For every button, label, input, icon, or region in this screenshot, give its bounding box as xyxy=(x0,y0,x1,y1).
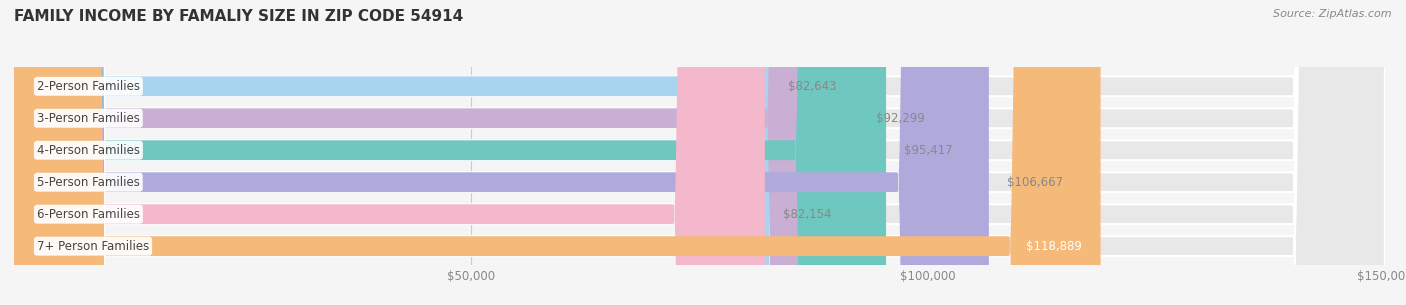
FancyBboxPatch shape xyxy=(14,0,886,305)
Text: 6-Person Families: 6-Person Families xyxy=(37,208,141,221)
FancyBboxPatch shape xyxy=(14,0,988,305)
Text: Source: ZipAtlas.com: Source: ZipAtlas.com xyxy=(1274,9,1392,19)
FancyBboxPatch shape xyxy=(14,0,769,305)
FancyBboxPatch shape xyxy=(14,0,1385,305)
Text: $118,889: $118,889 xyxy=(1026,240,1083,253)
FancyBboxPatch shape xyxy=(14,0,1101,305)
Text: 3-Person Families: 3-Person Families xyxy=(37,112,139,125)
Text: 7+ Person Families: 7+ Person Families xyxy=(37,240,149,253)
FancyBboxPatch shape xyxy=(14,0,1385,305)
Text: 2-Person Families: 2-Person Families xyxy=(37,80,141,93)
Text: $92,299: $92,299 xyxy=(876,112,925,125)
Text: $95,417: $95,417 xyxy=(904,144,953,157)
Text: 5-Person Families: 5-Person Families xyxy=(37,176,139,189)
FancyBboxPatch shape xyxy=(14,0,1385,305)
FancyBboxPatch shape xyxy=(14,0,1385,305)
Text: $106,667: $106,667 xyxy=(1007,176,1063,189)
Text: 4-Person Families: 4-Person Families xyxy=(37,144,141,157)
FancyBboxPatch shape xyxy=(14,0,858,305)
Text: FAMILY INCOME BY FAMALIY SIZE IN ZIP CODE 54914: FAMILY INCOME BY FAMALIY SIZE IN ZIP COD… xyxy=(14,9,464,24)
FancyBboxPatch shape xyxy=(14,0,1385,305)
FancyBboxPatch shape xyxy=(14,0,1385,305)
FancyBboxPatch shape xyxy=(14,0,765,305)
Text: $82,154: $82,154 xyxy=(783,208,831,221)
Text: $82,643: $82,643 xyxy=(787,80,837,93)
